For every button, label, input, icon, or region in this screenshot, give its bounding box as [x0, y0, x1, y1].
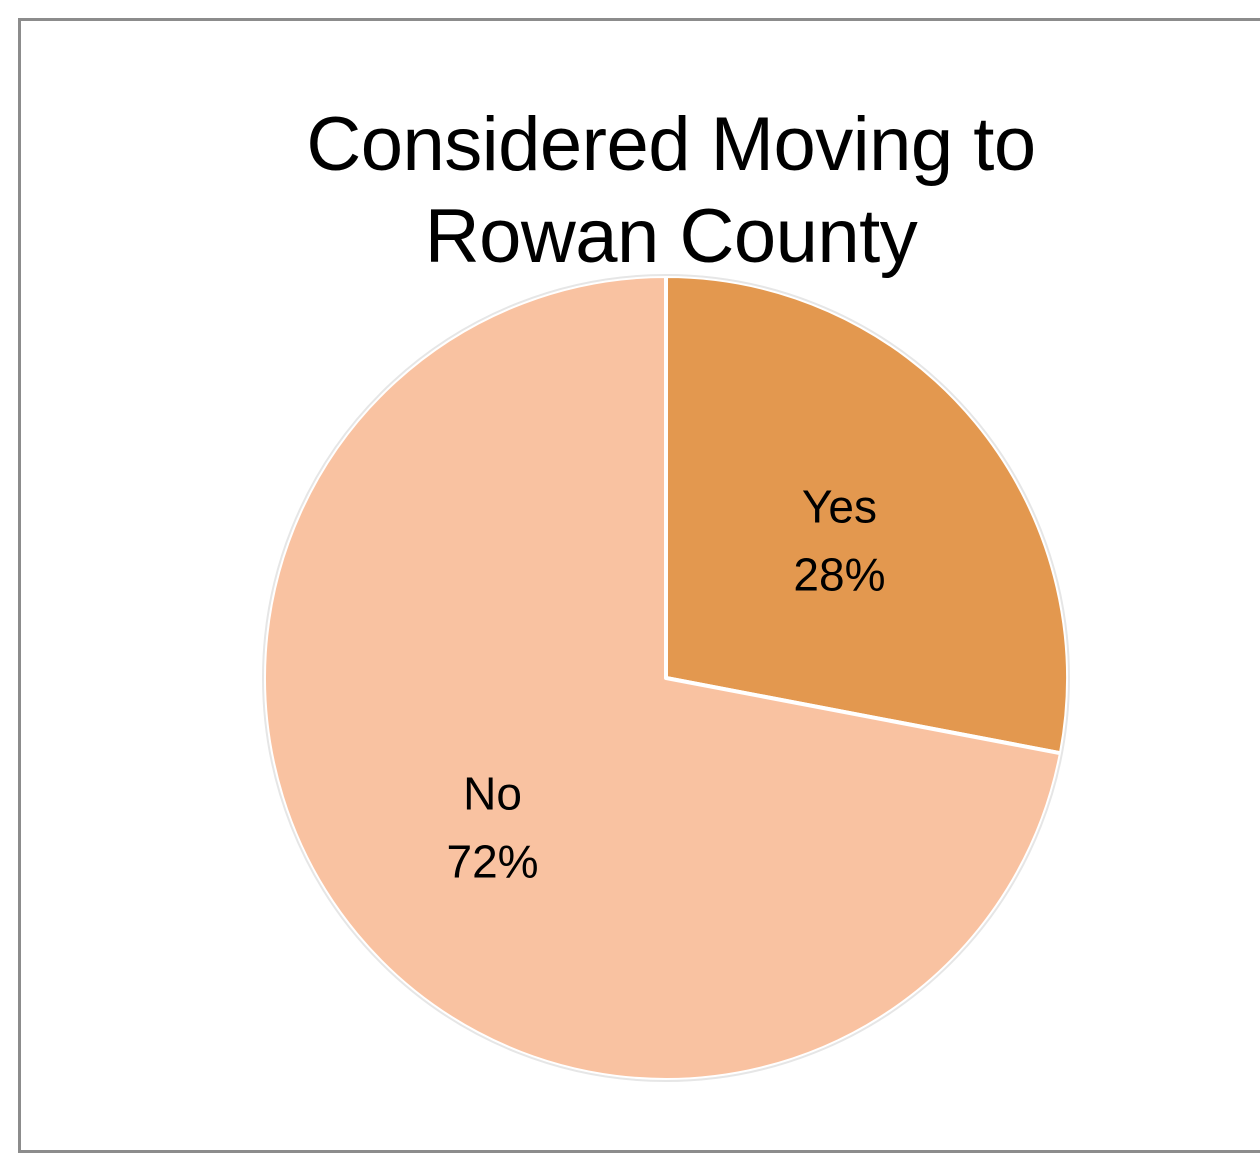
pie-slice-no	[262, 274, 1063, 1082]
pie-slice-yes	[664, 274, 1070, 756]
chart-title-line-2: Rowan County	[424, 194, 918, 279]
slice-label-no: No	[463, 767, 522, 819]
chart-title-line-1: Considered Moving to	[306, 102, 1036, 187]
slice-value-yes: 28%	[793, 549, 885, 601]
slice-value-no: 72%	[447, 835, 539, 887]
slice-label-yes: Yes	[802, 481, 877, 533]
pie-labels: Yes 28% No 72%	[447, 481, 886, 888]
chart-title: Considered Moving to Rowan County	[21, 99, 1260, 283]
pie-outline	[262, 274, 1070, 1082]
pie-slices	[262, 274, 1070, 1082]
